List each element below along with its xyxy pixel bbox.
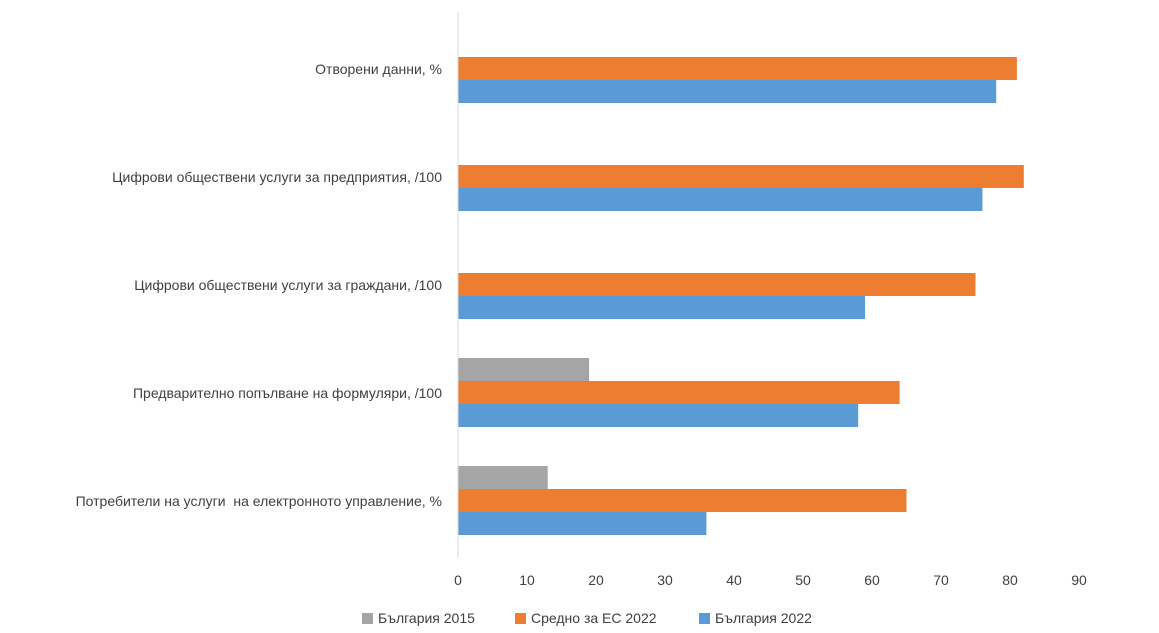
bar-5-series-2 bbox=[458, 489, 907, 512]
x-tick-label: 50 bbox=[795, 572, 811, 588]
x-axis-tick-labels: 0 10 20 30 40 50 60 70 80 90 bbox=[454, 572, 1087, 588]
x-tick-label: 80 bbox=[1002, 572, 1018, 588]
category-label: Цифрови обществени услуги за граждани, /… bbox=[134, 277, 442, 293]
category-label: Цифрови обществени услуги за предприятия… bbox=[112, 169, 442, 185]
legend-label: България 2015 bbox=[378, 610, 475, 626]
legend-label: България 2022 bbox=[715, 610, 812, 626]
legend-label: Средно за ЕС 2022 bbox=[531, 610, 657, 626]
bar-5-series-1 bbox=[458, 466, 548, 489]
bar-3-series-2 bbox=[458, 273, 976, 296]
bar-5-series-3 bbox=[458, 512, 707, 535]
category-label: Отворени данни, % bbox=[315, 61, 442, 77]
category-label: Потребители на услуги на електронното уп… bbox=[76, 493, 442, 509]
x-tick-label: 60 bbox=[864, 572, 880, 588]
category-labels: Отворени данни, % Цифрови обществени услу… bbox=[76, 61, 443, 509]
legend-swatch bbox=[515, 613, 526, 624]
bar-2-series-2 bbox=[458, 165, 1024, 188]
x-tick-label: 0 bbox=[454, 572, 462, 588]
legend: България 2015 Средно за ЕС 2022 България 2… bbox=[362, 610, 812, 626]
legend-swatch bbox=[362, 613, 373, 624]
x-tick-label: 40 bbox=[726, 572, 742, 588]
bar-4-series-2 bbox=[458, 381, 900, 404]
x-tick-label: 10 bbox=[519, 572, 535, 588]
x-tick-label: 20 bbox=[588, 572, 604, 588]
x-tick-label: 30 bbox=[657, 572, 673, 588]
bars-group bbox=[458, 57, 1024, 535]
bar-3-series-3 bbox=[458, 296, 866, 319]
bar-4-series-1 bbox=[458, 358, 590, 381]
bar-2-series-3 bbox=[458, 188, 983, 211]
bar-1-series-3 bbox=[458, 80, 997, 103]
x-tick-label: 70 bbox=[933, 572, 949, 588]
x-tick-label: 90 bbox=[1071, 572, 1087, 588]
bar-4-series-3 bbox=[458, 404, 859, 427]
category-label: Предварително попълване на формуляри, /1… bbox=[133, 385, 442, 401]
bar-1-series-2 bbox=[458, 57, 1017, 80]
legend-swatch bbox=[699, 613, 710, 624]
